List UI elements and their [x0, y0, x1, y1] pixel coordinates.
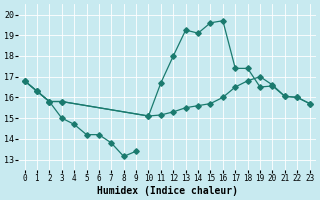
X-axis label: Humidex (Indice chaleur): Humidex (Indice chaleur)	[97, 186, 237, 196]
